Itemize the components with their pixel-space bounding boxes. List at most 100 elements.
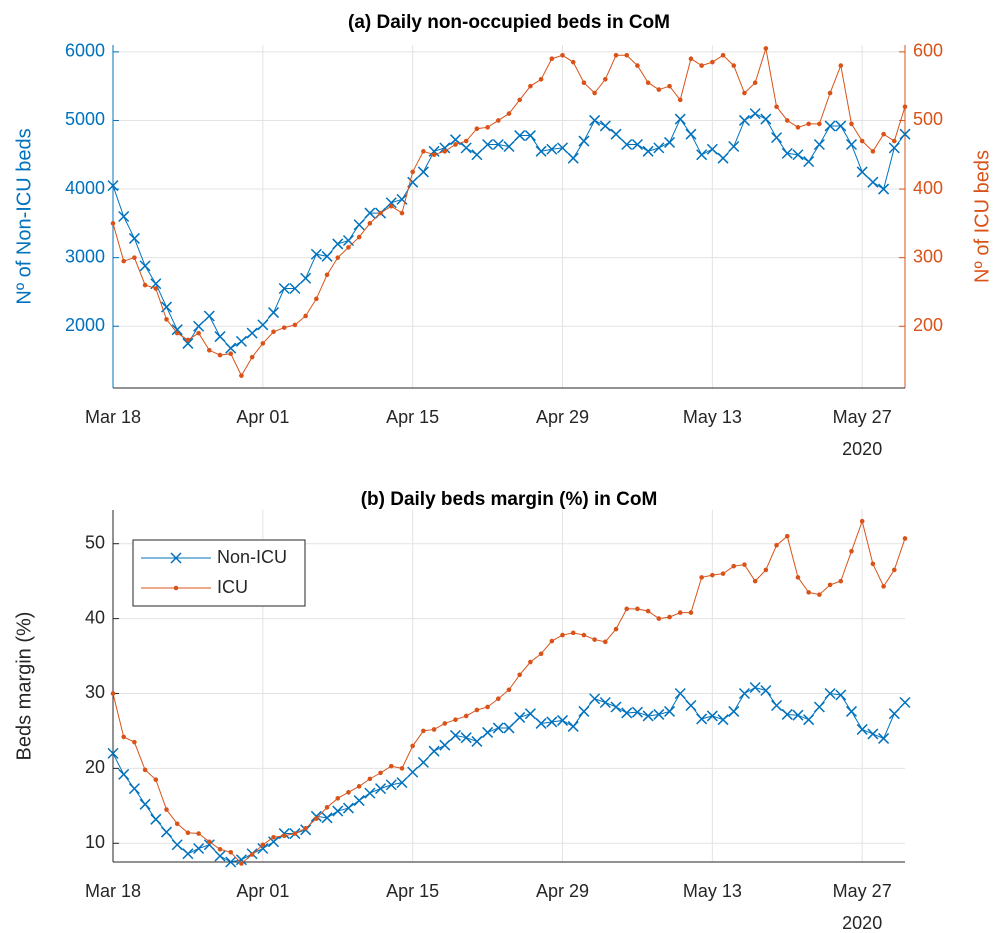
- marker: [528, 83, 533, 89]
- marker: [153, 777, 159, 782]
- x-tick-label: May 13: [683, 407, 742, 427]
- marker: [410, 169, 415, 175]
- marker: [228, 849, 234, 855]
- marker: [824, 120, 836, 132]
- marker: [321, 250, 333, 262]
- marker: [378, 210, 383, 216]
- series-line: [112, 113, 906, 349]
- marker: [107, 180, 119, 192]
- marker: [421, 149, 426, 154]
- marker: [495, 696, 501, 702]
- marker: [599, 120, 611, 132]
- marker: [763, 46, 769, 51]
- marker: [449, 729, 462, 741]
- marker: [388, 763, 394, 769]
- marker: [752, 578, 758, 584]
- marker: [631, 138, 643, 151]
- marker: [710, 59, 715, 65]
- marker: [314, 296, 319, 302]
- marker: [624, 606, 630, 612]
- marker: [535, 145, 547, 157]
- marker: [610, 128, 622, 140]
- marker: [289, 282, 301, 295]
- y-tick-label: 40: [85, 607, 105, 627]
- marker: [731, 563, 737, 569]
- marker: [891, 567, 897, 573]
- marker: [121, 734, 127, 740]
- marker: [260, 341, 266, 346]
- marker: [688, 56, 694, 62]
- marker: [249, 354, 255, 360]
- marker: [784, 118, 790, 123]
- marker: [824, 687, 836, 700]
- marker: [300, 272, 312, 284]
- marker: [399, 766, 405, 771]
- marker: [239, 861, 244, 866]
- marker: [492, 138, 504, 151]
- marker: [549, 638, 555, 644]
- marker: [503, 140, 515, 153]
- marker: [367, 776, 373, 782]
- marker: [139, 260, 151, 272]
- marker: [578, 135, 590, 147]
- marker: [610, 701, 622, 713]
- marker: [570, 59, 576, 65]
- marker: [838, 578, 844, 584]
- x-tick-label: Mar 18: [85, 881, 141, 901]
- legend-marker: [173, 585, 179, 591]
- chart-title: (a) Daily non-occupied beds in CoM: [348, 12, 670, 33]
- y-tick-label: 10: [85, 832, 105, 852]
- marker: [431, 152, 437, 158]
- marker: [685, 128, 697, 140]
- marker: [428, 145, 440, 157]
- legend-label: Non-ICU: [217, 547, 287, 567]
- marker: [642, 710, 654, 722]
- marker: [185, 830, 191, 836]
- marker: [453, 142, 458, 147]
- marker: [656, 616, 662, 621]
- marker: [792, 149, 804, 161]
- marker: [699, 63, 704, 68]
- marker: [653, 142, 665, 154]
- marker: [196, 831, 201, 836]
- x-tick-label: Apr 01: [236, 881, 289, 901]
- marker: [556, 142, 569, 154]
- marker: [260, 842, 266, 848]
- marker: [431, 727, 437, 732]
- marker: [335, 796, 341, 801]
- marker: [635, 63, 640, 68]
- marker: [549, 56, 555, 62]
- y2-tick-label: 300: [913, 246, 943, 266]
- marker: [878, 183, 890, 195]
- chart-title: (b) Daily beds margin (%) in CoM: [361, 489, 658, 510]
- marker: [485, 125, 490, 130]
- marker: [674, 113, 686, 125]
- marker: [128, 232, 140, 244]
- y2-tick-label: 400: [913, 178, 943, 198]
- marker: [792, 709, 804, 721]
- marker: [324, 805, 330, 810]
- marker: [795, 575, 801, 580]
- marker: [174, 330, 180, 336]
- marker: [720, 571, 726, 576]
- marker: [335, 255, 341, 260]
- marker: [849, 548, 854, 554]
- marker: [845, 138, 858, 151]
- marker: [784, 533, 790, 539]
- marker: [771, 132, 783, 144]
- marker: [257, 842, 269, 855]
- marker: [110, 221, 116, 226]
- marker: [835, 689, 847, 701]
- y2-tick-label: 600: [913, 41, 943, 61]
- x-tick-label: Apr 29: [536, 881, 589, 901]
- legend-box: [132, 539, 306, 607]
- marker: [463, 138, 469, 144]
- marker: [674, 687, 686, 700]
- marker: [760, 684, 772, 697]
- marker: [845, 705, 858, 717]
- marker: [474, 707, 480, 713]
- marker: [503, 722, 515, 734]
- marker: [899, 696, 911, 709]
- marker: [249, 852, 255, 857]
- marker: [706, 710, 718, 722]
